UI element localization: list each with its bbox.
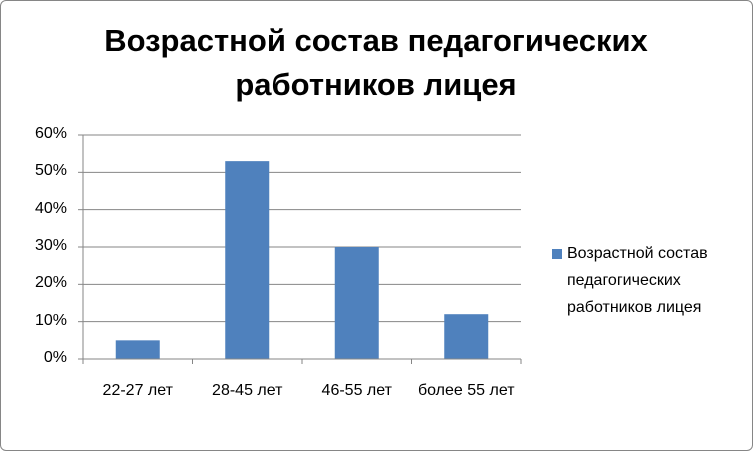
x-tick-label: более 55 лет [417, 382, 515, 399]
y-tick-label: 0% [43, 349, 67, 366]
legend-swatch [552, 249, 562, 259]
x-tick-label: 46-55 лет [321, 382, 392, 399]
y-tick-label: 60% [34, 125, 67, 142]
chart-title: Возрастной состав педагогических работни… [104, 23, 648, 102]
y-tick-label: 30% [34, 237, 67, 254]
y-tick-label: 20% [34, 274, 67, 292]
bar [444, 314, 489, 359]
y-tick-label: 40% [34, 199, 67, 217]
bar [334, 247, 379, 359]
bar [115, 340, 160, 359]
y-tick-label: 50% [34, 162, 67, 180]
x-tick-label: 22-27 лет [102, 382, 173, 399]
y-tick-label: 10% [34, 311, 67, 329]
legend-label: Возрастной состав педагогических работни… [567, 245, 708, 316]
x-tick-label: 28-45 лет [212, 382, 283, 399]
bar [225, 161, 270, 359]
